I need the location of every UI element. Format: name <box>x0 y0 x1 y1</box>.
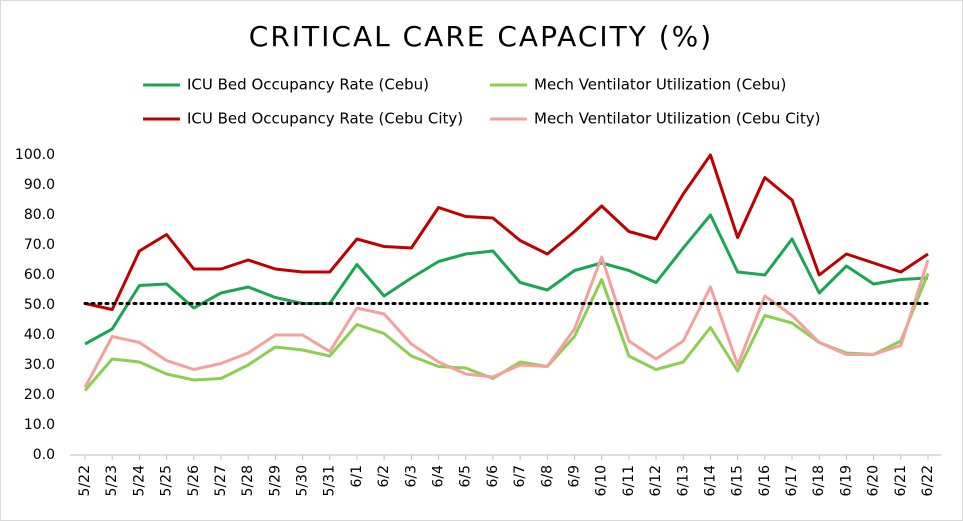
series-line <box>83 255 930 389</box>
legend-label: ICU Bed Occupancy Rate (Cebu) <box>187 76 429 94</box>
x-tick-label: 6/22 <box>920 465 936 496</box>
x-tick-label: 6/12 <box>648 465 664 496</box>
x-tick-label: 6/2 <box>376 465 392 488</box>
x-tick-label: 5/26 <box>186 465 202 497</box>
x-tick-label: 6/16 <box>757 465 773 497</box>
y-tick-label: 50.0 <box>24 297 55 313</box>
legend-label: Mech Ventilator Utilization (Cebu City) <box>534 110 820 128</box>
x-tick-label: 5/24 <box>131 465 147 497</box>
y-tick-label: 80.0 <box>24 207 55 223</box>
x-tick-label: 5/27 <box>213 465 229 496</box>
x-tick-label: 6/6 <box>485 465 501 488</box>
x-tick-label: 6/1 <box>349 465 365 488</box>
x-tick-label: 6/4 <box>431 465 447 488</box>
x-tick-label: 6/7 <box>512 465 528 488</box>
x-tick-label: 6/20 <box>866 465 882 496</box>
x-tick-label: 5/23 <box>104 465 120 496</box>
y-tick-label: 40.0 <box>24 327 55 343</box>
x-tick-label: 6/9 <box>566 465 582 488</box>
x-tick-label: 6/3 <box>403 465 419 488</box>
chart-title: CRITICAL CARE CAPACITY (%) <box>249 20 713 53</box>
x-tick-label: 5/31 <box>322 465 338 496</box>
x-tick-label: 6/21 <box>893 465 909 496</box>
x-tick-label: 6/15 <box>730 465 746 496</box>
series-line <box>84 153 929 311</box>
legend-label: ICU Bed Occupancy Rate (Cebu City) <box>187 110 463 128</box>
y-tick-label: 0.0 <box>33 447 55 463</box>
x-tick-label: 6/14 <box>702 465 718 497</box>
legend-label: Mech Ventilator Utilization (Cebu) <box>534 76 786 94</box>
x-tick-label: 6/18 <box>811 465 827 496</box>
y-tick-label: 10.0 <box>24 417 55 433</box>
x-tick-label: 5/29 <box>267 465 283 496</box>
x-tick-label: 6/17 <box>784 465 800 496</box>
x-tick-label: 6/11 <box>621 465 637 496</box>
x-tick-label: 5/25 <box>159 465 175 496</box>
x-tick-label: 6/8 <box>539 465 555 488</box>
y-tick-label: 60.0 <box>24 267 55 283</box>
y-tick-label: 90.0 <box>24 177 55 193</box>
y-tick-label: 30.0 <box>24 357 55 373</box>
x-tick-label: 6/10 <box>594 465 610 496</box>
series-line <box>84 213 929 346</box>
y-tick-label: 100.0 <box>15 147 55 163</box>
x-tick-label: 6/13 <box>675 465 691 496</box>
x-tick-label: 6/19 <box>838 465 854 496</box>
x-tick-label: 6/5 <box>458 465 474 488</box>
y-tick-label: 20.0 <box>24 387 55 403</box>
x-tick-label: 5/30 <box>295 465 311 496</box>
y-tick-label: 70.0 <box>24 237 55 253</box>
x-tick-label: 5/28 <box>240 465 256 496</box>
x-tick-label: 5/22 <box>77 465 93 496</box>
